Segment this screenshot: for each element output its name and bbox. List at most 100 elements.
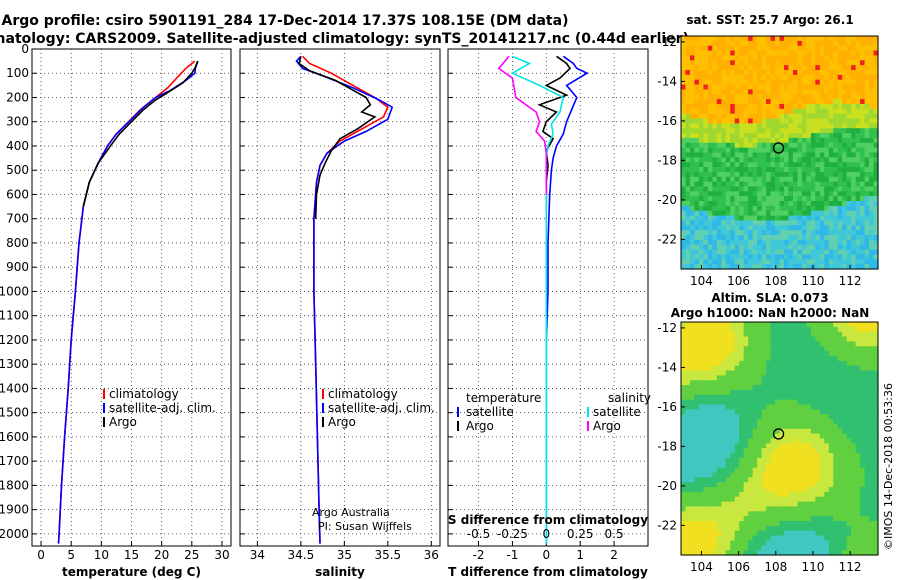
map-cell <box>761 249 767 256</box>
map-cell <box>685 521 691 527</box>
map-cell <box>752 142 758 149</box>
map-cell <box>855 448 861 454</box>
map-cell <box>766 259 772 265</box>
map-cell <box>801 176 807 183</box>
map-cell <box>707 433 713 440</box>
map-cell <box>775 171 781 178</box>
map-cell <box>748 496 754 503</box>
map-cell <box>689 389 696 396</box>
map-cell <box>748 191 754 197</box>
map-cell <box>734 201 740 207</box>
map-cell <box>851 438 857 444</box>
map-cell <box>788 89 794 95</box>
map-cell <box>833 322 839 328</box>
map-cell <box>815 60 821 66</box>
map-cell <box>860 462 866 469</box>
map-cell <box>681 171 687 178</box>
map-cell <box>842 50 848 57</box>
map-cell <box>757 36 763 42</box>
map-cell <box>775 462 781 469</box>
map-cell <box>869 230 875 236</box>
map-cell <box>716 496 722 503</box>
map-cell <box>851 215 857 222</box>
map-cell <box>819 45 825 52</box>
map-cell <box>801 545 807 551</box>
map-cell <box>721 201 727 207</box>
xaxis-label-temperature: temperature (deg C) <box>62 565 201 579</box>
map-cell <box>721 137 727 144</box>
map-cell <box>698 394 704 401</box>
ytick-label-depth: 1300 <box>0 357 29 371</box>
map-cell <box>752 516 758 522</box>
map-cell <box>837 244 843 251</box>
map-cell <box>730 322 736 328</box>
map-cell <box>783 467 790 474</box>
map-cell <box>788 259 794 265</box>
map-cell <box>806 521 812 527</box>
map-cell <box>788 375 794 381</box>
map-cell <box>855 181 861 188</box>
map-cell <box>712 414 718 420</box>
map-cell <box>775 152 781 158</box>
map-cell <box>851 99 857 105</box>
map-cell <box>860 215 866 222</box>
map-cell <box>685 530 691 537</box>
ytick-label-depth: 600 <box>6 187 29 201</box>
map-cell <box>779 60 785 66</box>
map-cell <box>761 123 767 129</box>
map-cell <box>712 482 718 488</box>
map-cell <box>851 530 857 537</box>
map-cell <box>842 331 848 338</box>
map-cell <box>721 45 727 52</box>
map-cell <box>860 171 866 178</box>
map-cell <box>739 36 745 42</box>
map-cell <box>837 181 843 188</box>
map-cell <box>730 550 736 556</box>
map-cell <box>855 516 861 522</box>
map-cell <box>689 525 696 532</box>
map-cell <box>810 55 816 61</box>
map-cell <box>681 438 687 444</box>
map-cell <box>694 423 700 430</box>
map-cell <box>757 419 763 425</box>
map-cell <box>748 259 754 265</box>
map-cell <box>698 516 704 522</box>
map-cell <box>842 399 848 406</box>
map-cell <box>725 186 731 192</box>
map-cell <box>833 477 839 483</box>
map-cell <box>833 79 839 86</box>
map-cell <box>846 467 852 474</box>
map-cell <box>716 113 722 120</box>
map-cell <box>743 448 749 454</box>
map-cell <box>757 205 763 212</box>
map-cell <box>819 152 825 158</box>
map-cell <box>869 389 875 396</box>
map-cell <box>752 152 758 158</box>
map-cell <box>819 525 825 532</box>
map-cell <box>730 404 736 410</box>
map-cell <box>806 259 812 265</box>
map-cell <box>779 167 785 173</box>
map-cell <box>748 501 754 508</box>
map-cell <box>730 438 736 444</box>
map-cell <box>689 157 696 163</box>
map-cell <box>783 259 790 265</box>
map-cell <box>797 176 803 183</box>
map-cell <box>766 511 772 517</box>
map-cell <box>703 501 709 508</box>
map-cell <box>743 40 749 47</box>
map-cell <box>864 550 870 556</box>
map-cell <box>828 462 834 469</box>
map-cell <box>689 176 696 183</box>
map-cell <box>743 181 749 188</box>
map-cell <box>810 511 816 517</box>
map-cell <box>801 103 807 110</box>
map-cell <box>689 516 696 522</box>
map-cell <box>873 152 879 158</box>
map-cell <box>783 69 790 76</box>
map-cell <box>766 530 772 537</box>
map-cell <box>833 389 839 396</box>
map-cell <box>873 94 879 100</box>
map-cell <box>864 235 870 241</box>
map-cell <box>810 259 816 265</box>
